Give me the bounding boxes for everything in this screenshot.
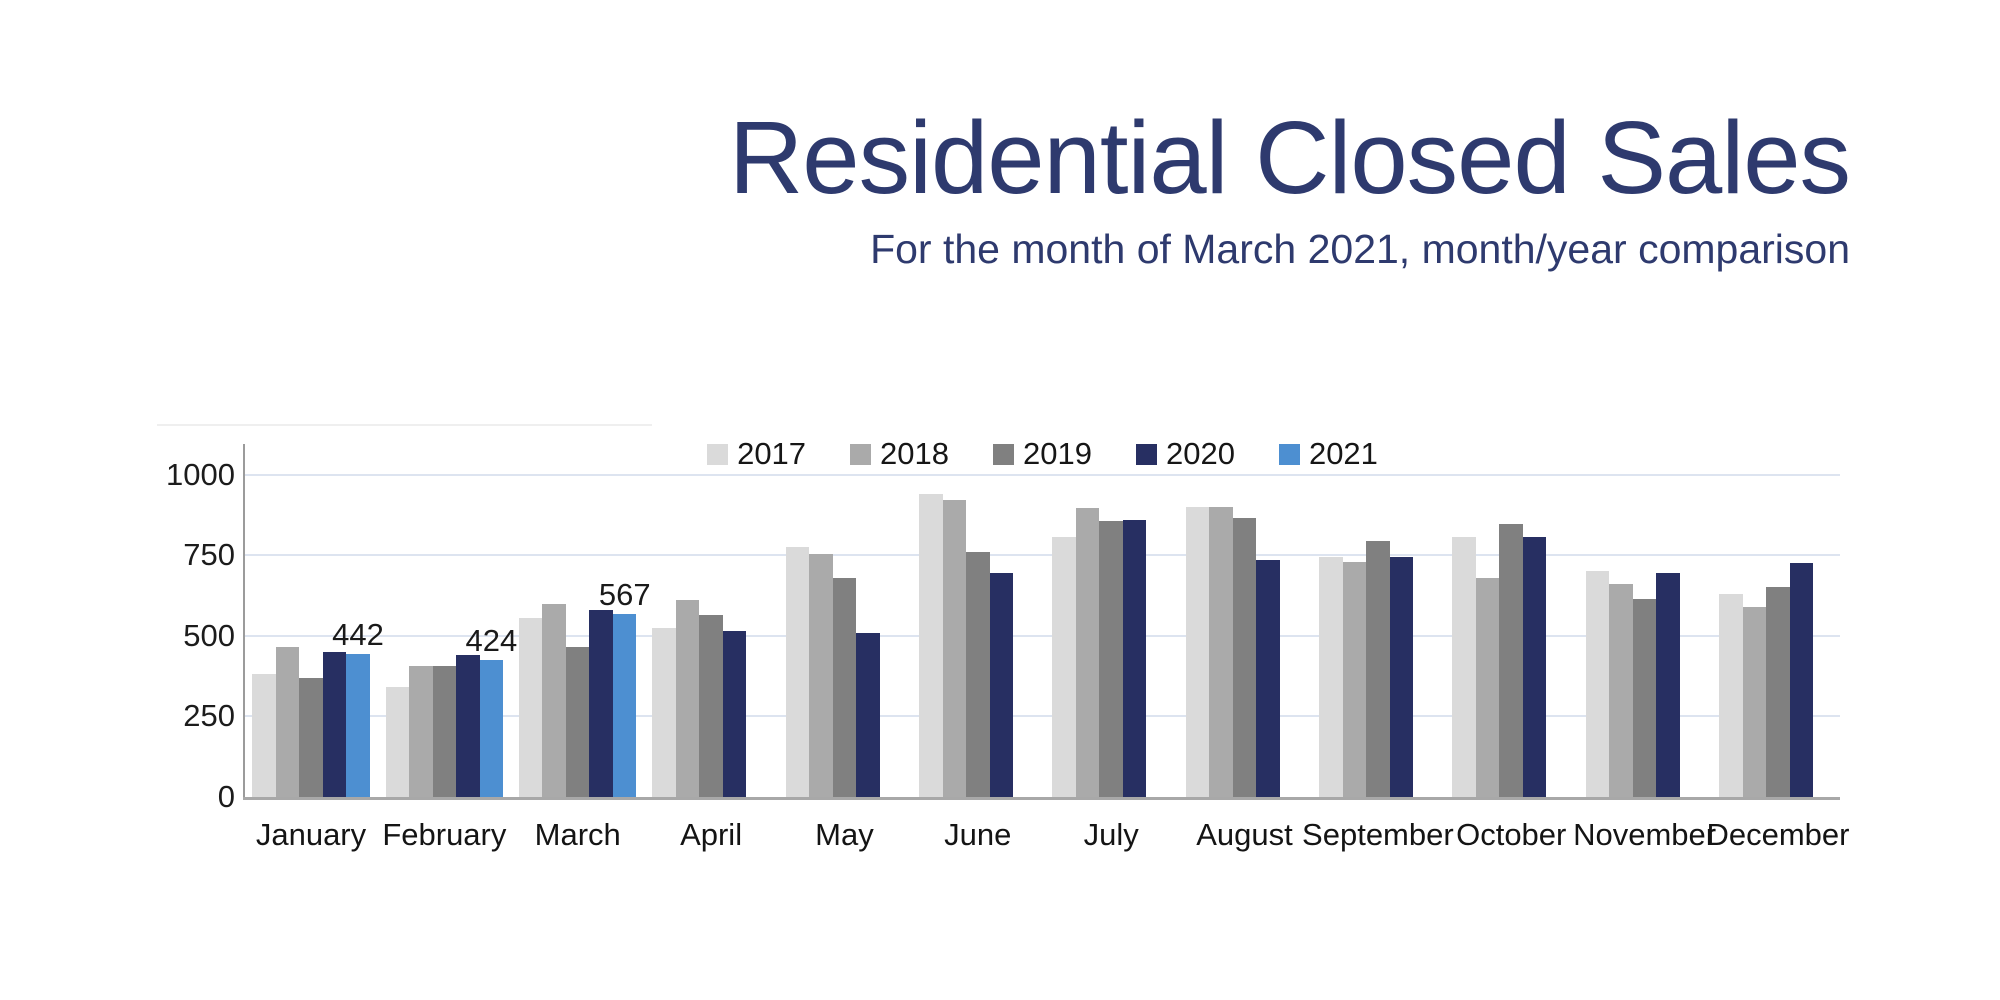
bar-may-2018	[809, 553, 833, 797]
legend-item-2020: 2020	[1135, 436, 1235, 472]
bar-february-2019	[432, 666, 457, 797]
x-tick-december: December	[1706, 817, 1850, 852]
bar-march-2017	[518, 618, 543, 797]
bar-december-2017	[1719, 593, 1743, 797]
bar-september-2020	[1389, 556, 1414, 797]
legend-item-2019: 2019	[993, 436, 1092, 472]
bar-september-2017	[1319, 556, 1343, 797]
bar-december-2019	[1766, 587, 1790, 797]
bar-april-2018	[675, 600, 700, 797]
bar-february-2017	[385, 687, 410, 797]
legend-label-2018: 2018	[880, 436, 950, 471]
legend-swatch-2021	[1278, 443, 1300, 465]
x-tick-january: January	[255, 817, 367, 852]
legend-swatch-2018	[850, 443, 872, 465]
bar-april-2019	[699, 614, 723, 797]
y-tick-250: 250	[183, 698, 235, 734]
bar-july-2020	[1122, 519, 1147, 797]
x-tick-july: July	[1083, 817, 1139, 852]
bar-november-2020	[1656, 572, 1680, 797]
bar-march-2021	[612, 614, 637, 797]
bar-december-2020	[1789, 563, 1814, 797]
bar-august-2020	[1256, 559, 1280, 797]
legend-item-2017: 2017	[707, 436, 806, 472]
bar-january-2021	[346, 654, 370, 797]
legend-label-2020: 2020	[1165, 436, 1235, 471]
bar-march-2018	[542, 603, 566, 797]
bar-june-2020	[989, 572, 1014, 797]
y-axis-line	[243, 444, 245, 800]
x-tick-march: March	[534, 817, 621, 852]
data-label-february-2021: 424	[465, 623, 518, 659]
chart-title: Residential Closed Sales	[728, 100, 1851, 215]
bar-october-2020	[1522, 537, 1547, 797]
bar-december-2018	[1742, 606, 1767, 797]
x-tick-june: June	[944, 817, 1012, 852]
legend-label-2017: 2017	[737, 436, 807, 471]
data-label-march-2021: 567	[598, 577, 651, 613]
bar-january-2019	[299, 677, 323, 797]
bar-april-2017	[652, 627, 676, 797]
y-tick-500: 500	[183, 617, 235, 653]
bar-february-2021	[479, 660, 504, 797]
panel-edge	[157, 424, 652, 426]
legend-item-2021: 2021	[1278, 436, 1378, 472]
bar-august-2017	[1185, 506, 1210, 797]
bar-october-2017	[1452, 537, 1476, 797]
bar-march-2019	[565, 647, 590, 797]
bar-july-2019	[1099, 521, 1123, 797]
legend-swatch-2019	[993, 443, 1015, 465]
bar-january-2017	[252, 674, 276, 797]
bar-october-2018	[1475, 577, 1500, 797]
bar-may-2019	[832, 577, 857, 797]
bar-september-2018	[1342, 561, 1367, 797]
bar-may-2020	[856, 632, 880, 797]
bar-august-2019	[1232, 518, 1257, 797]
x-tick-september: September	[1302, 817, 1454, 852]
y-tick-0: 0	[217, 779, 235, 814]
bar-january-2020	[322, 651, 347, 797]
gridline-1000	[245, 473, 1840, 476]
title-block: Residential Closed Sales For the month o…	[728, 100, 1851, 275]
bar-february-2020	[456, 655, 480, 797]
gridline-750	[245, 554, 1840, 557]
x-tick-february: February	[382, 817, 507, 852]
x-tick-october: October	[1456, 817, 1567, 852]
bar-october-2019	[1499, 524, 1523, 797]
gridline-250	[245, 715, 1840, 718]
chart-subtitle: For the month of March 2021, month/year …	[870, 226, 1850, 273]
bar-june-2019	[966, 551, 990, 797]
bar-august-2018	[1209, 506, 1233, 797]
x-tick-may: May	[815, 817, 874, 852]
bar-april-2020	[722, 630, 747, 797]
bar-march-2020	[589, 609, 613, 797]
x-axis-line	[243, 797, 1840, 800]
legend-swatch-2020	[1135, 443, 1157, 465]
legend-label-2019: 2019	[1023, 436, 1092, 471]
bar-february-2018	[409, 666, 433, 797]
bar-january-2018	[275, 647, 300, 797]
bar-july-2017	[1052, 537, 1076, 797]
bar-july-2018	[1075, 508, 1100, 797]
legend-item-2018: 2018	[850, 436, 949, 472]
bar-november-2017	[1585, 571, 1610, 797]
chart-legend: 2017 2018 2019 2020 2021	[245, 436, 1840, 472]
y-tick-750: 750	[183, 537, 235, 573]
y-tick-1000: 1000	[166, 456, 235, 492]
bar-november-2019	[1632, 598, 1657, 797]
legend-label-2021: 2021	[1308, 436, 1378, 471]
data-label-january-2021: 442	[332, 617, 384, 653]
bar-may-2017	[785, 547, 810, 797]
bar-september-2019	[1366, 540, 1390, 797]
bar-june-2018	[942, 500, 967, 797]
x-tick-november: November	[1573, 817, 1717, 852]
gridline-500	[245, 634, 1840, 637]
x-tick-april: April	[680, 817, 743, 852]
legend-swatch-2017	[707, 443, 729, 465]
bar-june-2017	[919, 493, 943, 797]
x-tick-august: August	[1196, 817, 1293, 852]
bar-november-2018	[1609, 584, 1633, 797]
